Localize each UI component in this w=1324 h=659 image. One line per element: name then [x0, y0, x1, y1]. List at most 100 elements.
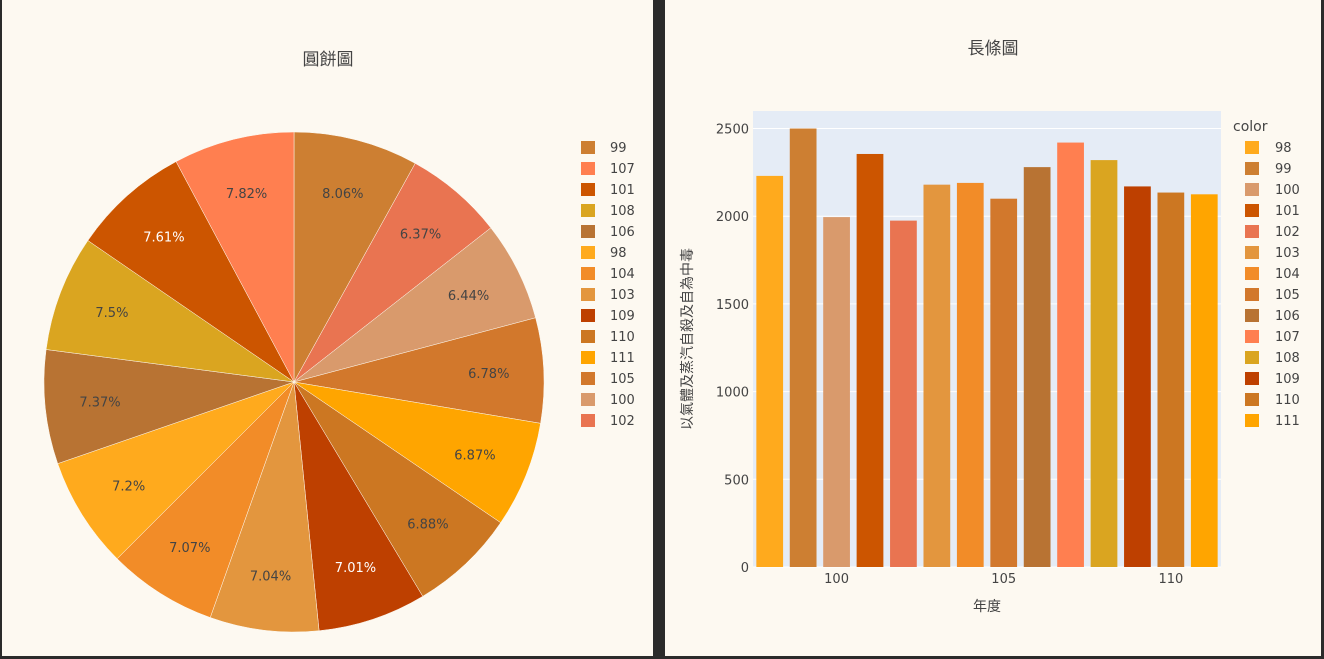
- pie-legend-item-107[interactable]: 107: [581, 162, 635, 177]
- bar-101[interactable]: [856, 153, 884, 567]
- bar-legend-swatch-100: [1245, 183, 1259, 196]
- bar-legend-swatch-103: [1245, 246, 1259, 259]
- bar-legend-item-103[interactable]: 103: [1245, 246, 1300, 261]
- pie-slice-105[interactable]: [293, 317, 545, 424]
- bar-legend-swatch-109: [1245, 372, 1259, 385]
- pie-legend-label-106: 106: [610, 225, 635, 240]
- pie-legend-item-98[interactable]: 98: [581, 246, 627, 261]
- pie-legend-item-105[interactable]: 105: [581, 372, 635, 387]
- pie-slice-label-100: 6.44%: [448, 289, 489, 304]
- bar-110[interactable]: [1157, 192, 1185, 568]
- bar-legend-item-106[interactable]: 106: [1245, 309, 1300, 324]
- y-tick-2000: 2000: [716, 210, 749, 225]
- pie-legend-item-99[interactable]: 99: [581, 141, 627, 156]
- bar-legend-item-101[interactable]: 101: [1245, 204, 1300, 219]
- bar-legend-label-109: 109: [1275, 372, 1300, 387]
- bar-legend-item-98[interactable]: 98: [1245, 141, 1292, 156]
- bar-103[interactable]: [923, 184, 951, 567]
- pie-legend-swatch-103: [581, 288, 595, 301]
- pie-legend-label-99: 99: [610, 141, 627, 156]
- bar-legend-item-109[interactable]: 109: [1245, 372, 1300, 387]
- pie-slice-label-101: 7.61%: [143, 231, 184, 246]
- x-tick-100: 100: [824, 572, 849, 587]
- bar-legend-swatch-105: [1245, 288, 1259, 301]
- pie-slice-109[interactable]: [293, 381, 424, 632]
- pie-legend-swatch-105: [581, 372, 595, 385]
- pie-legend-item-110[interactable]: 110: [581, 330, 635, 345]
- bar-legend-swatch-111: [1245, 414, 1259, 427]
- pie-legend-item-104[interactable]: 104: [581, 267, 635, 282]
- pie-slice-110[interactable]: [293, 381, 502, 597]
- pie-slice-107[interactable]: [175, 131, 295, 383]
- bar-100[interactable]: [823, 217, 850, 567]
- bar-legend-item-107[interactable]: 107: [1245, 330, 1300, 345]
- bar-chart-title: 長條圖: [968, 39, 1019, 59]
- pie-legend-item-100[interactable]: 100: [581, 393, 635, 408]
- bar-99[interactable]: [789, 128, 817, 568]
- pie-legend-label-102: 102: [610, 414, 635, 429]
- pie-slice-106[interactable]: [43, 349, 295, 464]
- pie-legend-item-101[interactable]: 101: [581, 183, 635, 198]
- bar-legend-swatch-98: [1245, 141, 1259, 154]
- pie-slice-108[interactable]: [45, 240, 295, 383]
- bar-102[interactable]: [890, 220, 917, 567]
- y-tick-0: 0: [741, 561, 749, 576]
- pie-legend-item-106[interactable]: 106: [581, 225, 635, 240]
- pie-slice-label-106: 7.37%: [79, 396, 120, 411]
- bar-legend-label-98: 98: [1275, 141, 1292, 156]
- bar-legend-label-102: 102: [1275, 225, 1300, 240]
- bar-legend-swatch-107: [1245, 330, 1259, 343]
- bar-chart: 長條圖 0 500 1000 1500 2000 2500 100 105 110 年度 以氣…: [680, 39, 1300, 615]
- pie-slice-101[interactable]: [87, 161, 295, 383]
- pie-legend-item-102[interactable]: 102: [581, 414, 635, 429]
- pie-slice-98[interactable]: [57, 381, 295, 560]
- pie-legend-swatch-102: [581, 414, 595, 427]
- bar-104[interactable]: [956, 182, 984, 567]
- bar-legend-label-104: 104: [1275, 267, 1300, 282]
- y-tick-500: 500: [724, 473, 749, 488]
- bar-legend-label-101: 101: [1275, 204, 1300, 219]
- bar-legend-item-99[interactable]: 99: [1245, 162, 1292, 177]
- bar-106[interactable]: [1023, 167, 1051, 567]
- pie-legend-swatch-107: [581, 162, 595, 175]
- pie-legend-swatch-108: [581, 204, 595, 217]
- pie-legend-label-110: 110: [610, 330, 635, 345]
- pie-slice-label-109: 7.01%: [335, 561, 376, 576]
- bar-108[interactable]: [1090, 160, 1118, 567]
- bar-legend-item-105[interactable]: 105: [1245, 288, 1300, 303]
- bar-legend-item-100[interactable]: 100: [1245, 183, 1300, 198]
- pie-legend-label-98: 98: [610, 246, 627, 261]
- pie-slice-label-98: 7.2%: [112, 479, 145, 494]
- bar-legend-item-102[interactable]: 102: [1245, 225, 1300, 240]
- pie-legend-swatch-104: [581, 267, 595, 280]
- x-tick-105: 105: [991, 572, 1016, 587]
- pie-chart: 圓餅圖 8.06% 6.37% 6.44% 6.78% 6.87% 6.88% 7.01% 7…: [43, 50, 635, 633]
- bar-legend-item-110[interactable]: 110: [1245, 393, 1300, 408]
- bar-legend-item-108[interactable]: 108: [1245, 351, 1300, 366]
- pie-legend-swatch-100: [581, 393, 595, 406]
- pie-legend-label-104: 104: [610, 267, 635, 282]
- pie-slice-label-108: 7.5%: [95, 306, 128, 321]
- pie-slice-111[interactable]: [293, 381, 541, 524]
- pie-legend-item-103[interactable]: 103: [581, 288, 635, 303]
- pie-slice-103[interactable]: [209, 381, 320, 633]
- pie-legend-item-109[interactable]: 109: [581, 309, 635, 324]
- pie-legend-item-108[interactable]: 108: [581, 204, 635, 219]
- pie-legend-swatch-109: [581, 309, 595, 322]
- pie-legend-swatch-101: [581, 183, 595, 196]
- bar-legend-label-107: 107: [1275, 330, 1300, 345]
- pie-slice-104[interactable]: [116, 381, 295, 618]
- bar-legend-swatch-108: [1245, 351, 1259, 364]
- pie-legend-item-111[interactable]: 111: [581, 351, 635, 366]
- pie-legend-label-108: 108: [610, 204, 635, 219]
- bar-109[interactable]: [1124, 186, 1151, 567]
- bar-98[interactable]: [756, 175, 784, 567]
- pie-chart-panel: 圓餅圖 8.06% 6.37% 6.44% 6.78% 6.87% 6.88% 7.01% 7…: [2, 0, 653, 656]
- bar-105[interactable]: [990, 198, 1018, 567]
- pie-legend-swatch-111: [581, 351, 595, 364]
- bar-legend-item-104[interactable]: 104: [1245, 267, 1300, 282]
- bar-111[interactable]: [1190, 194, 1218, 568]
- bar-107[interactable]: [1057, 142, 1084, 568]
- bar-legend-item-111[interactable]: 111: [1245, 414, 1300, 429]
- pie-slice-99[interactable]: [293, 131, 416, 383]
